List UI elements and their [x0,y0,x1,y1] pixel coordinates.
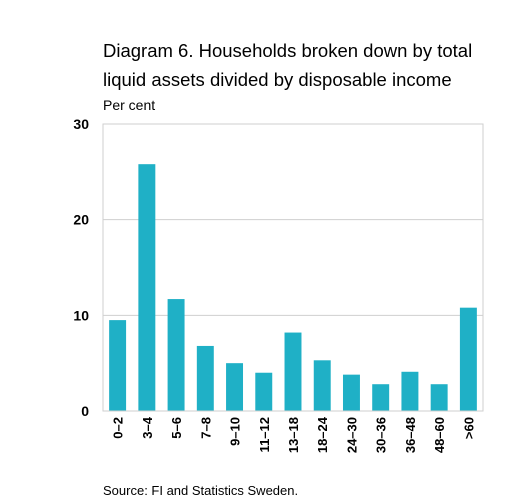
bar [138,164,156,411]
y-tick-label: 10 [73,307,89,323]
y-tick-label: 0 [81,403,89,419]
bar [342,374,360,411]
x-tick-label: 9–10 [228,417,243,446]
y-tick-label: 20 [73,212,89,228]
x-tick-label: 5–6 [169,417,184,439]
y-axis-ticks: 0 10 20 30 [73,116,89,419]
x-tick-label: >60 [461,417,476,439]
bar [313,360,331,411]
x-tick-label: 24–30 [344,417,359,453]
bars [109,164,477,411]
bar [109,320,127,411]
bar [226,363,244,411]
bar [401,371,419,411]
x-tick-label: 0–2 [111,417,126,439]
bar [255,372,273,411]
bar [372,384,390,411]
bar [459,307,477,411]
x-tick-label: 36–48 [403,417,418,453]
y-axis-unit-label: Per cent [103,97,156,113]
bar [196,345,214,411]
bar [167,299,185,411]
grid-lines [103,219,483,316]
x-tick-label: 30–36 [374,417,389,453]
chart-title: Diagram 6. Households broken down by tot… [103,40,473,90]
x-tick-label: 48–60 [432,417,447,453]
x-tick-label: 18–24 [315,416,330,453]
plot-frame [102,123,484,412]
x-tick-label: 11–12 [257,417,272,452]
x-axis-ticks: 0–2 3–4 5–6 7–8 9–10 11–12 13–18 18–24 24–30 30–3… [111,416,477,453]
source-note: Source: FI and Statistics Sweden. [103,483,299,498]
x-tick-label: 3–4 [140,416,155,438]
bar [430,384,448,411]
y-tick-label: 30 [73,116,89,132]
x-tick-label: 13–18 [286,417,301,453]
x-tick-label: 7–8 [198,417,213,439]
bar [284,332,302,411]
